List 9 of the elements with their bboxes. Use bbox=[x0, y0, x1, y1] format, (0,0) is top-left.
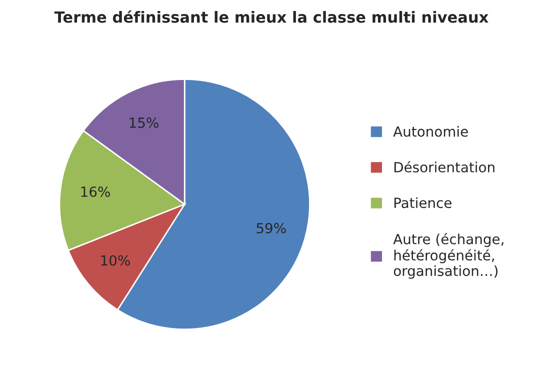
data-label: 15% bbox=[130, 117, 158, 128]
chart-title: Terme définissant le mieux la classe multi niveaux bbox=[54, 10, 488, 23]
data-label: 59% bbox=[256, 222, 286, 234]
legend-label: Autonomie bbox=[393, 126, 468, 137]
legend-label: Désorientation bbox=[394, 161, 494, 172]
data-label: 10% bbox=[101, 255, 130, 266]
data-label: 16% bbox=[81, 186, 110, 197]
legend-label: Autre (échange, hétérogénéité, organisation…) bbox=[393, 233, 504, 279]
legend-label: Patience bbox=[394, 197, 452, 208]
